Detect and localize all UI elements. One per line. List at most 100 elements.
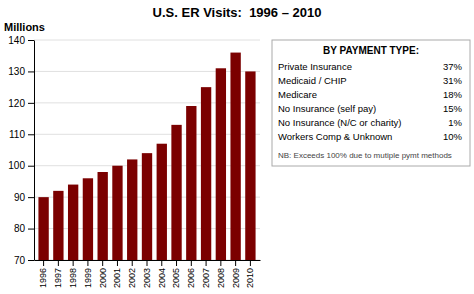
annotation-row: Private Insurance 37%	[278, 61, 463, 72]
annotation-box: BY PAYMENT TYPE:Private Insurance37%Medi…	[272, 40, 470, 166]
tick-label: 100	[8, 160, 25, 171]
tick-label: 1999	[83, 268, 93, 288]
annotation-label: No Insurance (N/C or charity)	[278, 117, 402, 128]
x-tick: 2002	[127, 260, 137, 288]
y-tick: 70	[14, 255, 34, 266]
bar	[53, 191, 63, 260]
bar	[245, 71, 255, 260]
tick-label: 140	[8, 35, 25, 46]
tick-label: 2009	[231, 268, 241, 288]
x-tick: 2009	[231, 260, 241, 288]
bar	[186, 106, 196, 260]
bar	[201, 87, 211, 260]
y-tick: 140	[8, 35, 34, 46]
tick-mark	[28, 103, 34, 104]
tick-mark	[235, 260, 236, 266]
tick-label: 2005	[171, 268, 181, 288]
y-tick: 120	[8, 98, 34, 109]
title: U.S. ER Visits: 1996 – 2010	[153, 5, 322, 20]
grid	[34, 40, 260, 260]
y-tick: 100	[8, 160, 34, 171]
tick-label: 2008	[216, 268, 226, 288]
tick-label: 2006	[186, 268, 196, 288]
tick-label: 70	[14, 255, 26, 266]
x-tick: 2003	[142, 260, 152, 288]
tick-mark	[220, 260, 221, 266]
annotation-value: 10%	[443, 131, 463, 142]
y-axis-label: Millions	[4, 21, 45, 33]
annotation-row: No Insurance (self pay) 15%	[278, 103, 463, 114]
x-tick: 2000	[98, 260, 108, 288]
bar	[68, 185, 78, 260]
x-tick: 1997	[53, 260, 63, 288]
bar	[157, 144, 167, 260]
annotation-value: 18%	[443, 89, 463, 100]
tick-label: 130	[8, 66, 25, 77]
annotation-row: Workers Comp & Unknown10%	[278, 131, 463, 142]
tick-mark	[43, 260, 44, 266]
grid-line	[34, 71, 260, 72]
annotation-label: No Insurance (self pay)	[278, 103, 376, 114]
tick-label: 110	[9, 129, 25, 140]
tick-label: 2007	[201, 268, 211, 288]
annotation-frame	[272, 40, 470, 166]
tick-mark	[28, 71, 34, 72]
x-tick: 1999	[83, 260, 93, 288]
tick-mark	[28, 166, 34, 167]
bar	[127, 159, 137, 260]
x-tick: 2006	[186, 260, 196, 288]
tick-label: 1996	[38, 268, 48, 288]
tick-mark	[28, 229, 34, 230]
tick-mark	[206, 260, 207, 266]
bar	[98, 172, 108, 260]
y-tick: 130	[8, 66, 34, 77]
tick-label: 1998	[68, 268, 78, 288]
x-tick: 2004	[157, 260, 167, 288]
y-axis: 70 80 90 100 110 120 130 140	[8, 35, 34, 266]
grid-line	[34, 40, 260, 41]
tick-mark	[161, 260, 162, 266]
x-tick: 2001	[112, 260, 122, 288]
bar	[171, 125, 181, 260]
tick-label: 2002	[127, 268, 137, 288]
annotation-label: Medicare	[278, 89, 317, 100]
bar	[230, 53, 240, 260]
tick-label: 120	[8, 98, 25, 109]
tick-mark	[28, 260, 34, 261]
annotation-label: Medicaid / CHIP	[278, 75, 347, 86]
tick-label: 2001	[112, 268, 122, 288]
tick-mark	[132, 260, 133, 266]
tick-label: 1997	[53, 268, 63, 288]
tick-label: 90	[14, 192, 26, 203]
annotation-value: 37%	[443, 61, 463, 72]
axis-line	[34, 41, 35, 261]
tick-mark	[28, 197, 34, 198]
y-tick: 90	[14, 192, 34, 203]
bar	[83, 178, 93, 260]
grid-line	[34, 102, 260, 103]
bar	[142, 153, 152, 260]
annotation-note: NB: Exceeds 100% due to mutiple pymt met…	[278, 151, 452, 160]
tick-mark	[117, 260, 118, 266]
x-tick: 2007	[201, 260, 211, 288]
x-tick: 2010	[245, 260, 255, 288]
annotation-row: No Insurance (N/C or charity)1%	[278, 117, 463, 128]
tick-mark	[102, 260, 103, 266]
y-tick: 110	[9, 129, 34, 140]
annotation-value: 31%	[443, 75, 463, 86]
tick-label: 2000	[98, 268, 108, 288]
annotation-value: 15%	[443, 103, 463, 114]
plot-area	[38, 53, 255, 260]
bar	[38, 197, 48, 260]
x-axis: 1996 1997 1998 1999 2000 2001 2002 2003 2004 2005…	[35, 260, 261, 288]
annotation-label: Private Insurance	[278, 61, 352, 72]
chart: 1996 1997 1998 1999 2000 2001 2002 2003 2004 2005…	[0, 0, 474, 294]
tick-mark	[73, 260, 74, 266]
tick-mark	[176, 260, 177, 266]
tick-label: 2004	[157, 268, 167, 288]
tick-label: 80	[14, 223, 26, 234]
tick-mark	[28, 40, 34, 41]
y-tick: 80	[14, 223, 34, 234]
tick-label: 2010	[245, 268, 255, 288]
tick-mark	[28, 134, 34, 135]
